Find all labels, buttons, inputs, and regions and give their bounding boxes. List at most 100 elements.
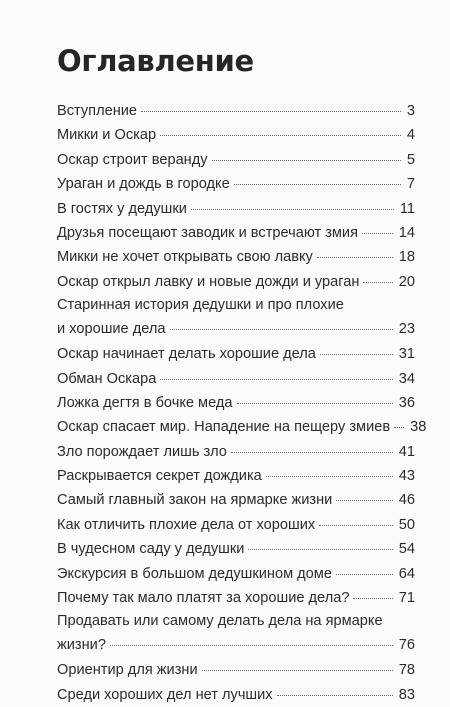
toc-entry: Ложка дегтя в бочке меда 36 bbox=[57, 391, 415, 415]
toc-entry-line: Ураган и дождь в городке 7 bbox=[57, 172, 415, 196]
dot-leader bbox=[316, 257, 393, 259]
dot-leader bbox=[236, 402, 393, 404]
dot-leader bbox=[233, 184, 401, 186]
toc-entry: Почему так мало платят за хорошие дела? 7… bbox=[57, 586, 415, 610]
toc-entry: Экскурсия в большом дедушкином доме 64 bbox=[57, 562, 415, 586]
toc-entry-title: Продавать или самому делать дела на ярма… bbox=[57, 613, 383, 630]
dot-leader bbox=[353, 598, 393, 600]
toc-entry-line: Почему так мало платят за хорошие дела? 7… bbox=[57, 586, 415, 610]
dot-leader bbox=[362, 232, 393, 234]
toc-page-number: 78 bbox=[398, 662, 415, 679]
toc-entry-title: Ложка дегтя в бочке меда bbox=[57, 394, 233, 411]
toc-page-number: 41 bbox=[398, 443, 415, 460]
page-title: Оглавление bbox=[57, 44, 254, 78]
toc-entry: Обман Оскара 34 bbox=[57, 367, 415, 391]
toc-entry-line: Вступление 3 bbox=[57, 99, 415, 123]
toc-page-number: 31 bbox=[398, 346, 415, 363]
toc-page-number: 64 bbox=[398, 565, 415, 582]
toc-page-number: 46 bbox=[398, 492, 415, 509]
toc-page-number: 36 bbox=[398, 394, 415, 411]
dot-leader bbox=[211, 159, 401, 161]
toc-entry-title: Раскрывается секрет дождика bbox=[57, 468, 262, 485]
toc-page-number: 18 bbox=[398, 249, 415, 266]
toc-page-number: 50 bbox=[398, 516, 415, 533]
toc-entry-title: и хорошие дела bbox=[57, 321, 166, 338]
dot-leader bbox=[248, 549, 393, 551]
toc-page-number: 14 bbox=[398, 224, 415, 241]
toc-entry-line: Среди хороших дел нет лучших 83 bbox=[57, 683, 415, 707]
toc-entry-title: Почему так мало платят за хорошие дела? bbox=[57, 590, 350, 607]
toc-entry-line: Обман Оскара 34 bbox=[57, 367, 415, 391]
toc-entry-line: Экскурсия в большом дедушкином доме 64 bbox=[57, 562, 415, 586]
dot-leader bbox=[265, 476, 393, 478]
toc-entry-line: Самый главный закон на ярмарке жизни 46 bbox=[57, 488, 415, 512]
toc-entry: Ураган и дождь в городке 7 bbox=[57, 172, 415, 196]
toc-entry-line: Зло порождает лишь зло 41 bbox=[57, 440, 415, 464]
toc-entry-title: Зло порождает лишь зло bbox=[57, 443, 227, 460]
dot-leader bbox=[141, 111, 401, 112]
toc-entry-title: Старинная история дедушки и про плохие bbox=[57, 297, 344, 314]
toc-entry-line: Микки не хочет открывать свою лавку 18 bbox=[57, 245, 415, 269]
toc-page-number: 38 bbox=[410, 419, 427, 436]
toc-page-number: 43 bbox=[398, 468, 415, 485]
toc-entry: Вступление 3 bbox=[57, 99, 415, 123]
toc-entry: В чудесном саду у дедушки 54 bbox=[57, 537, 415, 561]
toc-entry: Продавать или самому делать дела на ярма… bbox=[57, 610, 415, 658]
toc-entry: Друзья посещают заводик и встречают змия… bbox=[57, 221, 415, 245]
toc-page-number: 5 bbox=[406, 151, 415, 168]
toc-entry: Ориентир для жизни 78 bbox=[57, 658, 415, 682]
toc-entry: Как отличить плохие дела от хороших 50 bbox=[57, 513, 415, 537]
dot-leader bbox=[109, 645, 393, 647]
dot-leader bbox=[160, 378, 393, 380]
toc-entry-title: Среди хороших дел нет лучших bbox=[57, 686, 273, 703]
toc-page-number: 4 bbox=[406, 127, 415, 144]
toc-entry-line: Раскрывается секрет дождика 43 bbox=[57, 464, 415, 488]
dot-leader bbox=[169, 329, 393, 331]
dot-leader bbox=[394, 427, 405, 429]
dot-leader bbox=[319, 524, 393, 526]
toc-entry-title: Друзья посещают заводик и встречают змия bbox=[57, 224, 358, 241]
toc-entry-title: Оскар спасает мир. Нападение на пещеру з… bbox=[57, 419, 391, 436]
toc-entry-line: Оскар строит веранду 5 bbox=[57, 148, 415, 172]
toc-page-number: 76 bbox=[398, 637, 415, 654]
toc-entry: Старинная история дедушки и про плохие и … bbox=[57, 294, 415, 342]
dot-leader bbox=[363, 281, 393, 283]
dot-leader bbox=[201, 670, 393, 672]
toc-entry-title: Ураган и дождь в городке bbox=[57, 176, 230, 193]
toc-entry: Микки и Оскар 4 bbox=[57, 123, 415, 147]
toc-entry-line: В чудесном саду у дедушки 54 bbox=[57, 537, 415, 561]
toc-entry-title: Оскар открыл лавку и новые дожди и урага… bbox=[57, 273, 360, 290]
dot-leader bbox=[230, 451, 393, 453]
toc-entry: Оскар спасает мир. Нападение на пещеру з… bbox=[57, 415, 426, 439]
toc-entry: Зло порождает лишь зло 41 bbox=[57, 440, 415, 464]
toc-entry-title: жизни? bbox=[57, 637, 106, 654]
toc-page-number: 3 bbox=[406, 103, 415, 119]
toc-entry-title: Оскар строит веранду bbox=[57, 151, 208, 168]
toc-entry-title: Самый главный закон на ярмарке жизни bbox=[57, 492, 333, 509]
toc-entry: Раскрывается секрет дождика 43 bbox=[57, 464, 415, 488]
toc-entry: Оскар открыл лавку и новые дожди и урага… bbox=[57, 270, 415, 294]
dot-leader bbox=[276, 694, 393, 696]
toc-entry-line: и хорошие дела 23 bbox=[57, 316, 415, 342]
toc-entry-title: Микки не хочет открывать свою лавку bbox=[57, 249, 313, 266]
toc-entry-line: жизни? 76 bbox=[57, 632, 415, 658]
toc-page-number: 11 bbox=[399, 200, 415, 217]
toc-page-number: 7 bbox=[406, 176, 415, 193]
toc-entry-title: Вступление bbox=[57, 103, 138, 119]
toc-entry-title: В чудесном саду у дедушки bbox=[57, 541, 245, 558]
dot-leader bbox=[190, 208, 394, 210]
toc-entry-line: Ориентир для жизни 78 bbox=[57, 658, 415, 682]
toc-entry-title: Обман Оскара bbox=[57, 370, 157, 387]
toc-page-number: 54 bbox=[398, 541, 415, 558]
toc-entry-line: Микки и Оскар 4 bbox=[57, 123, 415, 147]
dot-leader bbox=[335, 573, 393, 575]
toc-entry: Среди хороших дел нет лучших 83 bbox=[57, 683, 415, 707]
toc-entry: Микки не хочет открывать свою лавку 18 bbox=[57, 245, 415, 269]
toc-entry: В гостях у дедушки 11 bbox=[57, 197, 415, 221]
toc-page-number: 20 bbox=[398, 273, 415, 290]
toc-entry-line: В гостях у дедушки 11 bbox=[57, 197, 415, 221]
toc-entry-title: Микки и Оскар bbox=[57, 127, 157, 144]
dot-leader bbox=[319, 354, 393, 356]
toc-entry-line: Оскар спасает мир. Нападение на пещеру з… bbox=[57, 415, 426, 439]
toc-entry: Оскар начинает делать хорошие дела 31 bbox=[57, 342, 415, 366]
